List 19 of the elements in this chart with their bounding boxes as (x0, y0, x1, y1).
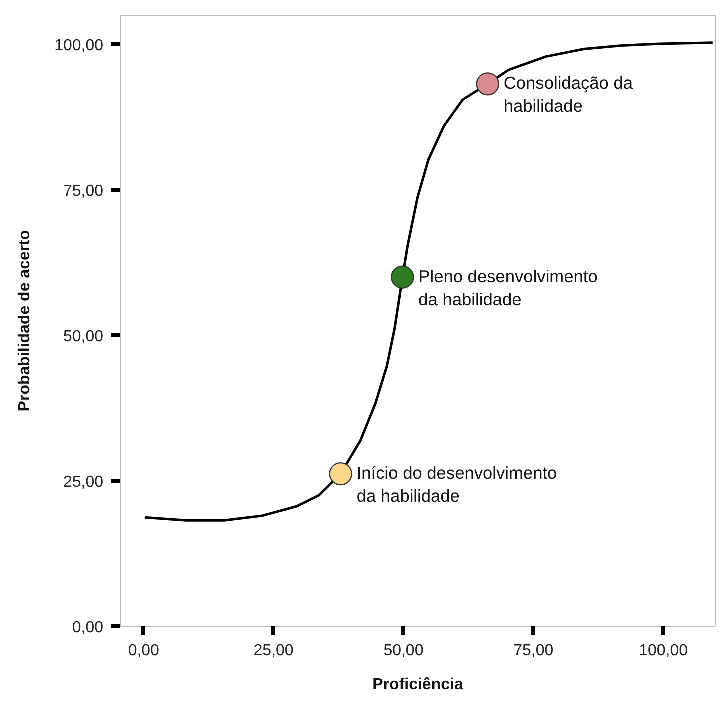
y-tick-label: 25,00 (63, 474, 104, 492)
annotation: Pleno desenvolvimento da habilidade (418, 266, 598, 310)
annotation: Início do desenvolvimento da habilidade (356, 463, 558, 506)
y-axis-title: Probabilidade de acerto (16, 230, 34, 412)
line-series (144, 42, 714, 522)
x-tick-label: 25,00 (254, 642, 294, 660)
x-tick-label: 100,00 (639, 642, 688, 660)
x-axis-title: Proficiência (372, 676, 464, 694)
point (476, 72, 500, 96)
y-tick-label: 50,00 (63, 328, 104, 346)
point (329, 462, 352, 486)
y-tick-label: 75,00 (63, 183, 104, 200)
x-tick-label: 0,00 (128, 642, 160, 660)
x-tick-label: 75,00 (514, 642, 554, 660)
annotation: Consolidação da habilidade (504, 73, 634, 116)
point (391, 266, 414, 289)
y-tick-label: 0,00 (72, 620, 104, 636)
x-tick-label: 50,00 (384, 642, 424, 660)
y-tick-label: 100,00 (54, 38, 104, 55)
